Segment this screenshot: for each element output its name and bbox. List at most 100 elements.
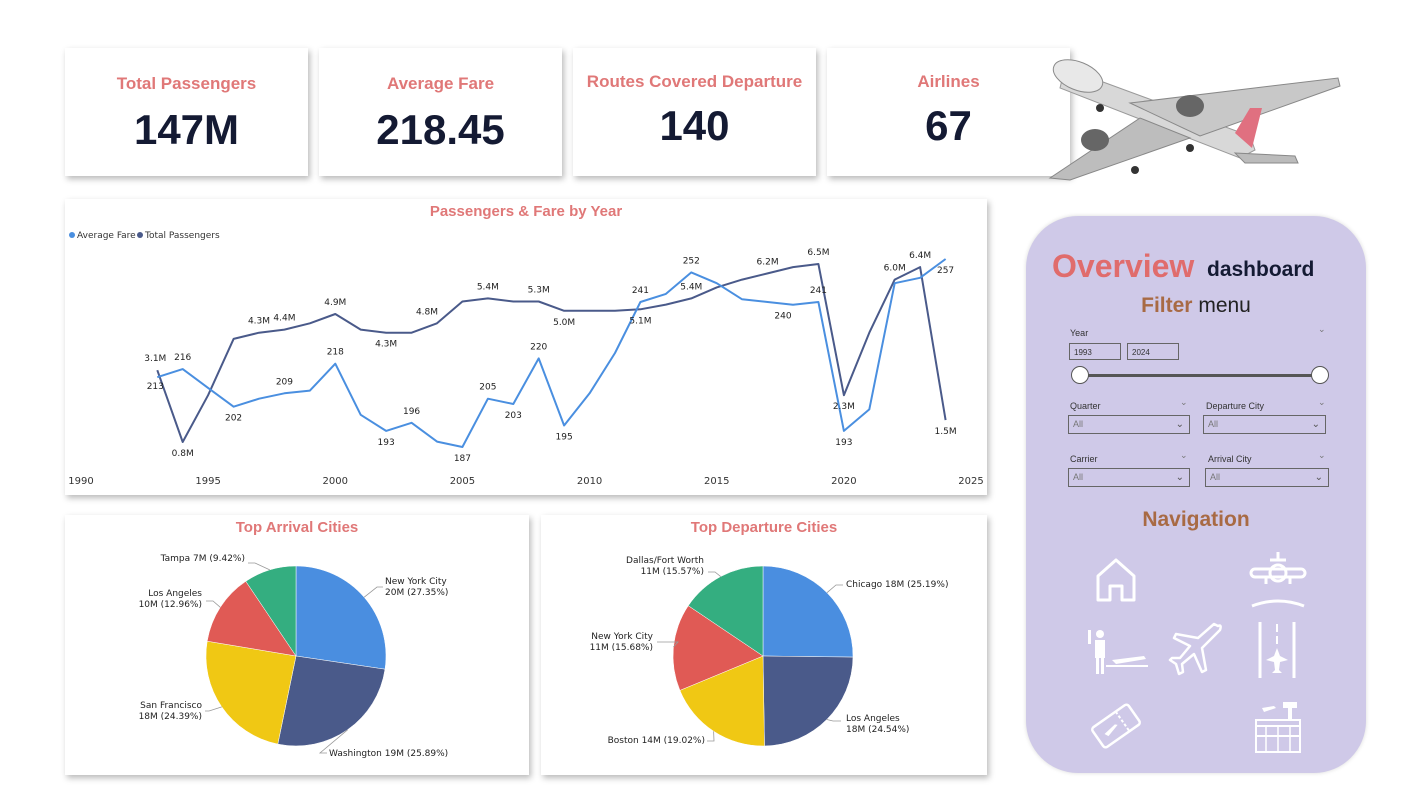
overview-panel: Overview dashboard Filter menu Year ⌄ 19… <box>1026 216 1366 773</box>
passengers-data-label: 6.5M <box>807 248 829 258</box>
chevron-down-icon[interactable]: ⌄ <box>1318 324 1326 334</box>
pie-slice-value: 18M (24.54%) <box>846 725 909 735</box>
passengers-data-label: 3.1M <box>144 354 166 364</box>
fare-data-label: 257 <box>937 266 954 276</box>
chevron-down-icon[interactable]: ⌄ <box>1180 450 1188 460</box>
quarter-select[interactable]: All ⌄ <box>1068 415 1190 434</box>
fare-data-label: 241 <box>632 286 649 296</box>
kpi-title: Average Fare <box>386 74 495 93</box>
passengers-data-label: 4.9M <box>324 298 346 308</box>
runway-icon[interactable] <box>1252 620 1302 680</box>
pie-slice-label: Los Angeles <box>846 714 900 724</box>
plane-icon[interactable] <box>1168 620 1226 678</box>
airplane-photo-icon <box>1048 59 1341 181</box>
pie-slice <box>762 655 854 747</box>
kpi-title: Routes Covered Departure <box>586 72 803 91</box>
kpi-card-routes-covered: Routes Covered Departure 140 <box>573 48 816 176</box>
fare-data-label: 240 <box>774 312 791 322</box>
passengers-data-label: 6.4M <box>909 251 931 261</box>
pie-slice-value: 20M (27.35%) <box>385 588 448 598</box>
year-from-input[interactable]: 1993 <box>1069 343 1121 360</box>
pie-slice-label: Chicago 18M (25.19%) <box>846 580 948 590</box>
fare-data-label: 195 <box>556 433 573 443</box>
fare-data-label: 193 <box>378 438 395 448</box>
passengers-data-label: 4.3M <box>248 317 270 327</box>
pie-slice-value: 10M (12.96%) <box>139 600 202 610</box>
departure-city-label: Departure City <box>1206 401 1265 411</box>
year-to-input[interactable]: 2024 <box>1127 343 1179 360</box>
quarter-label: Quarter <box>1070 401 1101 411</box>
legend-swatch <box>69 232 75 238</box>
chevron-down-icon: ⌄ <box>1175 419 1184 430</box>
fare-data-label: 241 <box>810 286 827 296</box>
pie-leader-line <box>826 719 841 722</box>
pie-slice-label: Tampa 7M (9.42%) <box>160 554 245 564</box>
pie-slice <box>295 565 387 670</box>
pie-slice <box>679 655 765 747</box>
quarter-select-value: All <box>1073 419 1084 429</box>
chevron-down-icon[interactable]: ⌄ <box>1318 397 1326 407</box>
pie-leader-line <box>707 731 715 742</box>
kpi-value: 218.45 <box>376 106 505 153</box>
chart-legend: Average Fare Total Passengers <box>69 231 220 241</box>
fare-data-label: 220 <box>530 342 547 352</box>
menu-label: menu <box>1198 294 1251 317</box>
year-slider-handle-start[interactable] <box>1071 366 1089 384</box>
filter-label: Filter <box>1141 294 1193 317</box>
chevron-down-icon[interactable]: ⌄ <box>1318 450 1326 460</box>
departure-city-select[interactable]: All ⌄ <box>1203 415 1326 434</box>
passengers-data-label: 5.4M <box>680 282 702 292</box>
departure-city-select-value: All <box>1208 419 1219 429</box>
x-tick-label: 2010 <box>577 476 602 487</box>
pie-slice-value: 18M (24.39%) <box>139 712 202 722</box>
departure-pie-card: Top Departure Cities Chicago 18M (25.19%… <box>541 515 987 775</box>
kpi-card-total-passengers: Total Passengers 147M <box>65 48 308 176</box>
year-slider-track[interactable] <box>1080 374 1320 377</box>
home-icon[interactable] <box>1092 554 1140 604</box>
pie-slice-label: New York City <box>591 632 653 642</box>
filter-menu-heading: Filter menu <box>1026 294 1366 318</box>
kpi-title: Airlines <box>917 72 980 91</box>
carrier-select[interactable]: All ⌄ <box>1068 468 1190 487</box>
passengers-data-label: 5.4M <box>477 282 499 292</box>
chart-title: Top Arrival Cities <box>235 519 359 536</box>
x-tick-label: 2000 <box>323 476 348 487</box>
kpi-card-average-fare: Average Fare 218.45 <box>319 48 562 176</box>
kpi-card-airlines: Airlines 67 <box>827 48 1070 176</box>
fare-data-label: 213 <box>147 382 164 392</box>
chart-title: Passengers & Fare by Year <box>429 203 623 220</box>
pie-leader-line <box>248 562 270 571</box>
pie-slice <box>277 655 386 747</box>
fare-data-label: 209 <box>276 377 293 387</box>
chevron-down-icon[interactable]: ⌄ <box>1180 397 1188 407</box>
pie-leader-line <box>206 600 221 608</box>
traveler-icon[interactable] <box>1086 626 1150 678</box>
fare-data-label: 218 <box>327 348 344 358</box>
pie-slice-label: Dallas/Fort Worth <box>626 556 704 566</box>
pie-leader-line <box>363 586 383 598</box>
arrival-city-label: Arrival City <box>1208 454 1252 464</box>
chevron-down-icon: ⌄ <box>1311 419 1320 430</box>
boarding-ticket-icon[interactable] <box>1086 700 1146 752</box>
passengers-data-label: 2.3M <box>833 402 855 412</box>
pie-leader-line <box>708 571 721 577</box>
x-tick-label: 2025 <box>958 476 983 487</box>
pie-slice <box>245 565 297 657</box>
arrival-city-select[interactable]: All ⌄ <box>1205 468 1329 487</box>
fare-data-label: 187 <box>454 454 471 464</box>
overview-subtitle: dashboard <box>1207 258 1315 281</box>
passengers-data-label: 5.1M <box>629 316 651 326</box>
line-chart-card: Passengers & Fare by Year Average Fare To… <box>65 199 987 495</box>
plane-front-icon[interactable] <box>1248 548 1308 610</box>
legend-label: Total Passengers <box>144 231 220 241</box>
pie-slice-label: Los Angeles <box>148 589 202 599</box>
passengers-data-label: 4.8M <box>416 307 438 317</box>
pie-slice-label: New York City <box>385 577 447 587</box>
pie-leader-line <box>205 706 222 712</box>
passengers-data-label: 6.0M <box>884 264 906 274</box>
year-slider-handle-end[interactable] <box>1311 366 1329 384</box>
fare-data-label: 203 <box>505 411 522 421</box>
airport-terminal-icon[interactable] <box>1252 700 1304 756</box>
